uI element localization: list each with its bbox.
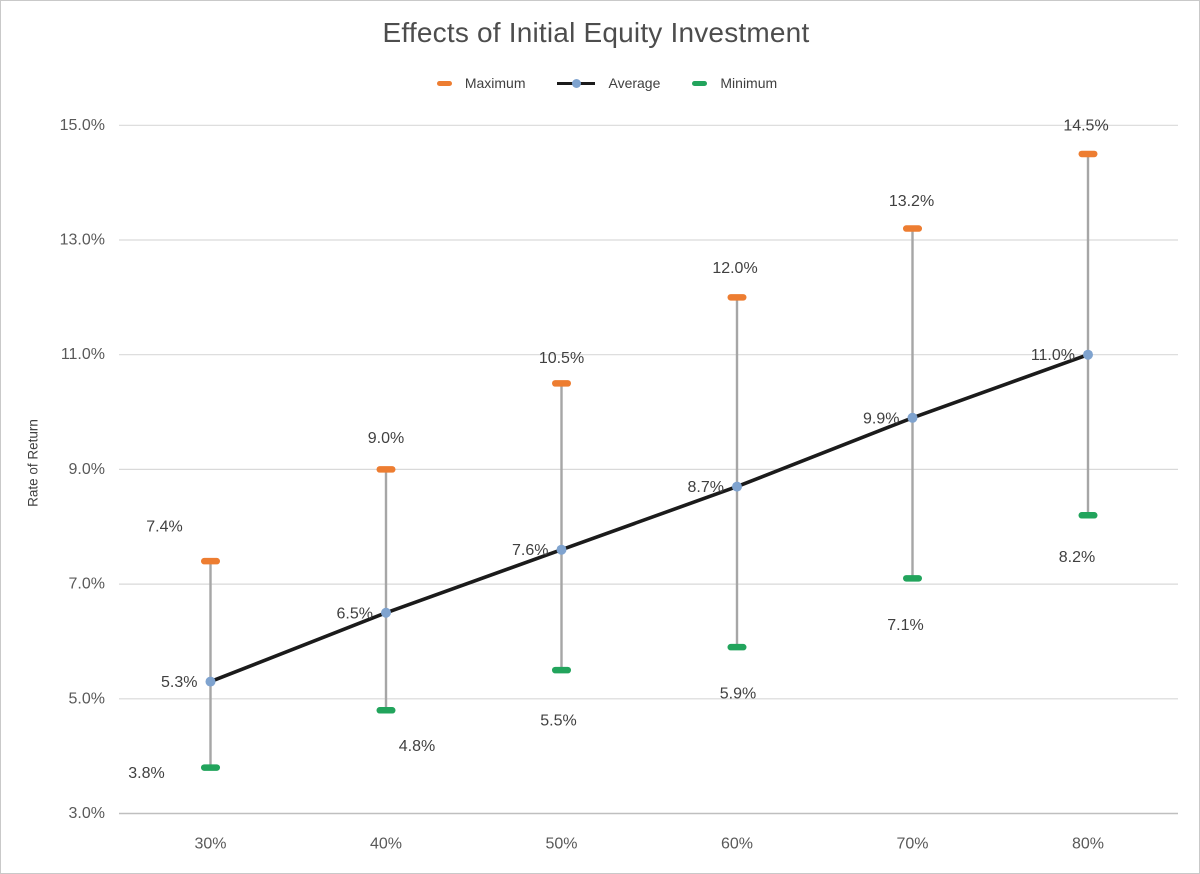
data-label-average: 11.0% — [1031, 347, 1075, 364]
x-tick-label: 80% — [1072, 836, 1104, 853]
x-tick-label: 70% — [896, 836, 928, 853]
minimum-marker — [1078, 512, 1098, 519]
average-line-icon — [557, 78, 596, 88]
y-tick-label: 3.0% — [69, 805, 105, 822]
average-point — [1083, 349, 1093, 360]
y-tick-label: 15.0% — [60, 117, 105, 134]
minimum-marker — [727, 643, 747, 651]
minimum-marker — [903, 575, 922, 582]
minimum-dash-icon — [692, 80, 708, 86]
legend-label-average: Average — [608, 75, 661, 91]
maximum-marker — [376, 466, 396, 473]
maximum-marker — [552, 380, 571, 387]
average-line — [208, 352, 1090, 684]
average-point — [556, 544, 567, 555]
data-label-maximum: 9.0% — [368, 430, 404, 447]
average-point — [381, 607, 391, 618]
legend-item-minimum: Minimum — [692, 75, 777, 91]
data-label-average: 5.3% — [161, 674, 197, 691]
y-tick-label: 7.0% — [69, 576, 105, 593]
average-point — [732, 481, 742, 492]
x-tick-label: 30% — [194, 836, 226, 853]
maximum-marker — [727, 294, 747, 301]
data-label-maximum: 14.5% — [1063, 117, 1108, 134]
data-label-maximum: 13.2% — [889, 193, 934, 210]
y-tick-label: 5.0% — [69, 690, 105, 707]
legend-label-maximum: Maximum — [464, 75, 526, 91]
y-tick-label: 11.0% — [61, 346, 105, 363]
x-tick-label: 50% — [545, 836, 577, 853]
average-point — [907, 412, 918, 423]
chart-title: Effects of Initial Equity Investment — [382, 17, 810, 48]
y-tick-label: 13.0% — [60, 232, 105, 249]
data-label-minimum: 3.8% — [128, 765, 164, 782]
data-label-maximum: 12.0% — [712, 260, 757, 277]
maximum-dash-icon — [436, 80, 452, 86]
maximum-marker — [201, 557, 220, 565]
x-tick-label: 60% — [721, 836, 753, 853]
minimum-marker — [552, 666, 571, 674]
data-label-maximum: 7.4% — [146, 519, 182, 536]
data-label-average: 8.7% — [688, 479, 724, 496]
legend-item-average: Average — [557, 75, 660, 91]
data-label-maximum: 10.5% — [539, 350, 584, 367]
data-label-minimum: 5.5% — [540, 713, 576, 730]
data-label-minimum: 7.1% — [887, 617, 923, 634]
average-point — [205, 676, 216, 687]
data-label-minimum: 5.9% — [720, 686, 756, 703]
data-label-average: 7.6% — [512, 542, 548, 559]
maximum-marker — [1078, 150, 1098, 158]
minimum-marker — [376, 707, 396, 714]
x-tick-label: 40% — [370, 836, 402, 853]
average-point-icon — [571, 78, 581, 88]
data-label-average: 6.5% — [337, 605, 373, 622]
data-label-minimum: 8.2% — [1059, 549, 1095, 566]
minimum-marker — [201, 764, 220, 771]
legend-label-minimum: Minimum — [720, 75, 778, 91]
y-tick-label: 9.0% — [69, 461, 105, 478]
y-axis-title: Rate of Return — [26, 419, 41, 507]
maximum-marker — [903, 225, 922, 232]
legend: Maximum Average Minimum — [1, 75, 1199, 91]
data-label-average: 9.9% — [863, 410, 899, 427]
legend-item-maximum: Maximum — [436, 75, 526, 91]
data-label-minimum: 4.8% — [399, 738, 435, 755]
